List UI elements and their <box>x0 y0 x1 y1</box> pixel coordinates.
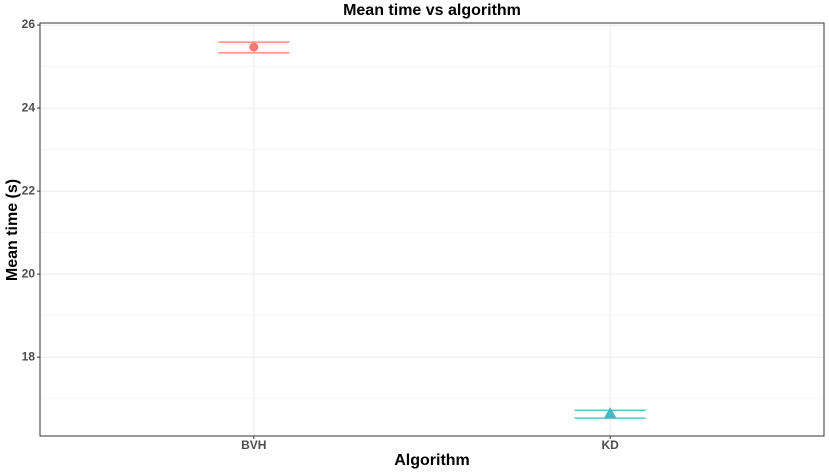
point <box>249 42 259 52</box>
chart-title: Mean time vs algorithm <box>343 2 521 19</box>
x-tick-label: BVH <box>241 438 266 452</box>
y-tick-label: 18 <box>22 349 36 363</box>
y-axis-title: Mean time (s) <box>4 179 21 281</box>
panel-border <box>39 22 825 437</box>
y-tick-label: 20 <box>22 266 36 280</box>
x-tick-label: KD <box>602 438 620 452</box>
x-axis-title: Algorithm <box>394 452 470 469</box>
point <box>604 407 617 418</box>
y-tick-label: 24 <box>22 100 36 114</box>
y-tick-label: 26 <box>22 17 36 31</box>
y-tick-label: 22 <box>22 183 36 197</box>
